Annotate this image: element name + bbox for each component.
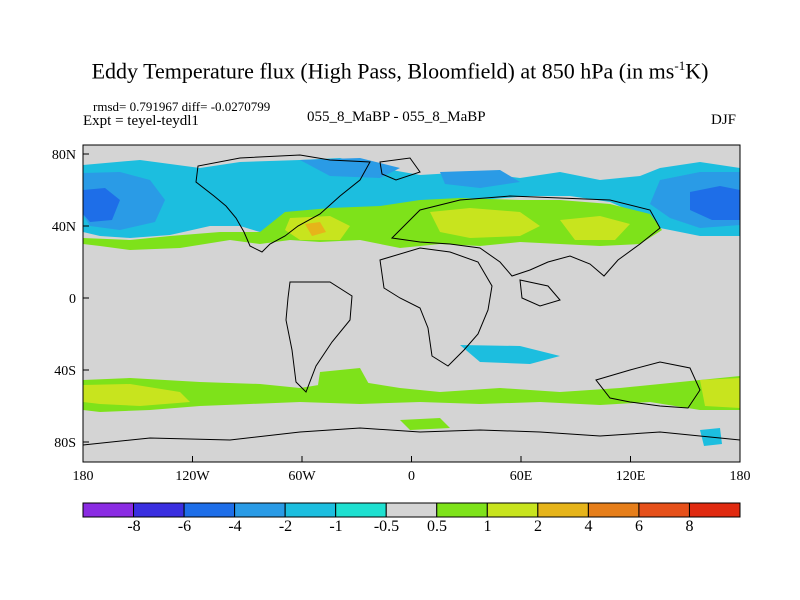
colorbar-label: -0.5: [373, 518, 400, 535]
africa-outline: [379, 247, 493, 367]
colorbar-label: 6: [635, 518, 643, 535]
colorbar-label: -4: [228, 518, 242, 535]
contour-fill-negative-north: [83, 158, 740, 238]
colorbar-swatch: [638, 502, 690, 518]
y-tick-label: 80S: [54, 436, 76, 451]
green-band-north: [83, 198, 662, 250]
cyan-region-north: [83, 158, 740, 238]
green-band-south: [83, 376, 740, 412]
colorbar-swatch: [688, 502, 741, 518]
dark-blue-region-north-pacific: [83, 188, 120, 222]
colorbar-label: -1: [329, 518, 343, 535]
y-tick-label: 80N: [52, 148, 76, 163]
coastlines: [82, 154, 741, 446]
title-unit-end: K): [685, 58, 709, 84]
center-subtitle: 055_8_MaBP - 055_8_MaBP: [307, 109, 486, 125]
x-tick-label: 60W: [288, 469, 316, 484]
maritime-continent-outline: [519, 279, 561, 307]
contour-fill-south: [83, 345, 740, 446]
y-tick-label: 0: [69, 292, 76, 307]
colorbar: [82, 502, 741, 518]
map-panel: [82, 144, 741, 463]
colorbar-swatch: [133, 502, 185, 518]
x-tick-label: 120W: [175, 469, 210, 484]
y-tick-label: 40N: [52, 220, 76, 235]
orange-spot-north-atlantic: [305, 222, 326, 236]
north-america-outline: [195, 154, 371, 253]
cyan-region-indian-ocean: [460, 345, 560, 364]
greenland-outline: [379, 157, 421, 181]
rmsd-label: rmsd= 0.791967 diff= -0.0270799: [93, 99, 271, 114]
colorbar-label: 1: [483, 518, 492, 535]
yellow-region-east-asia: [560, 216, 630, 240]
dark-blue-region-north-east: [690, 186, 740, 220]
colorbar-label: 8: [685, 518, 694, 535]
colorbar-swatch: [385, 502, 438, 518]
blue-region-north-atlantic: [300, 158, 400, 178]
x-tick-label: 180: [730, 469, 751, 484]
y-tick-label: 40S: [54, 364, 76, 379]
y-tick-labels: 80N 40N 0 40S 80S: [52, 148, 76, 451]
colorbar-label: 0.5: [427, 518, 447, 535]
colorbar-swatch: [486, 502, 539, 518]
colorbar-label: 2: [534, 518, 542, 535]
yellow-region-central-asia: [430, 208, 540, 238]
x-tick-label: 120E: [616, 469, 646, 484]
eurasia-outline: [390, 195, 661, 277]
colorbar-swatch: [234, 502, 286, 518]
australia-outline: [595, 361, 701, 409]
blue-region-siberia: [440, 170, 520, 188]
yellow-region-south-pacific: [83, 384, 190, 406]
yellow-region-south-east: [700, 378, 740, 408]
colorbar-label: -2: [278, 518, 293, 535]
colorbar-swatch: [436, 502, 488, 518]
colorbar-label: 4: [584, 518, 593, 535]
x-tick-label: 60E: [510, 469, 533, 484]
colorbar-label: -6: [177, 518, 192, 535]
x-tick-labels: 180 120W 60W 0 60E 120E 180: [73, 469, 751, 484]
south-america-outline: [285, 281, 353, 393]
colorbar-swatch: [537, 502, 589, 518]
colorbar-swatch: [284, 502, 337, 518]
experiment-label: Expt = teyel-teydl1: [83, 113, 199, 129]
title-exponent: -1: [674, 58, 686, 73]
antarctica-outline: [82, 427, 741, 446]
green-region-south-atlantic: [318, 368, 370, 392]
axis-tick-marks: [82, 153, 741, 462]
green-region-antarctic-coast: [400, 418, 450, 430]
x-tick-label: 0: [408, 469, 415, 484]
season-label: DJF: [711, 112, 737, 128]
colorbar-swatch: [82, 502, 135, 518]
colorbar-swatch: [183, 502, 236, 518]
colorbar-label: -8: [127, 518, 141, 535]
page-title: Eddy Temperature flux (High Pass, Bloomf…: [91, 58, 709, 84]
contour-fill-positive-north: [83, 198, 662, 250]
colorbar-swatch: [587, 502, 640, 518]
colorbar-swatch: [335, 502, 387, 518]
x-tick-label: 180: [73, 469, 94, 484]
